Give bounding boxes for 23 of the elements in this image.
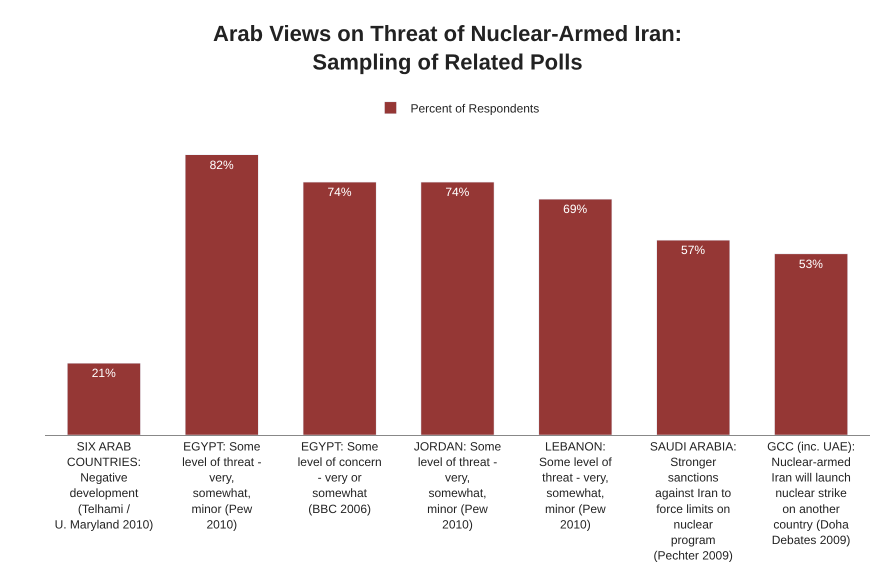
x-tick-label: LEBANON: Some level of threat - very, somewhat, minor (Pew 2010): [539, 439, 612, 532]
x-tick-label: EGYPT: Some level of threat - very, somewhat, minor (Pew 2010): [182, 439, 262, 532]
x-tick-label: SAUDI ARABIA: Stronger sanctions against Iran to force limits on nuclear program (Pechter 2009): [650, 439, 737, 563]
legend-label: Percent of Respondents: [410, 101, 540, 116]
bar: [656, 240, 730, 435]
data-label: 69%: [563, 202, 588, 216]
chart-title: Arab Views on Threat of Nuclear-Armed Iran: Sampling of Related Polls: [212, 20, 682, 75]
x-tick-label: SIX ARAB COUNTRIES: Negative development (Telhami / U. Maryland 2010): [54, 439, 154, 532]
data-label: 82%: [210, 158, 234, 172]
data-label: 74%: [445, 185, 470, 200]
data-label: 74%: [327, 185, 352, 200]
bar: [420, 182, 494, 435]
bar: [774, 254, 848, 435]
data-label: 21%: [92, 366, 116, 380]
x-tick-label: GCC (inc. UAE): Nuclear-armed Iran will launch nuclear strike on another country (Doha Debates 2009): [767, 439, 856, 547]
data-label: 57%: [681, 243, 706, 258]
x-tick-label: EGYPT: Some level of concern - very or somewhat (BBC 2006): [298, 439, 382, 516]
x-tick-label: JORDAN: Some level of threat - very, somewhat, minor (Pew 2010): [414, 439, 502, 532]
bar: [67, 362, 141, 435]
bar: [302, 182, 376, 435]
bar: [538, 198, 612, 435]
bar: [185, 154, 259, 435]
data-label: 53%: [798, 256, 824, 271]
